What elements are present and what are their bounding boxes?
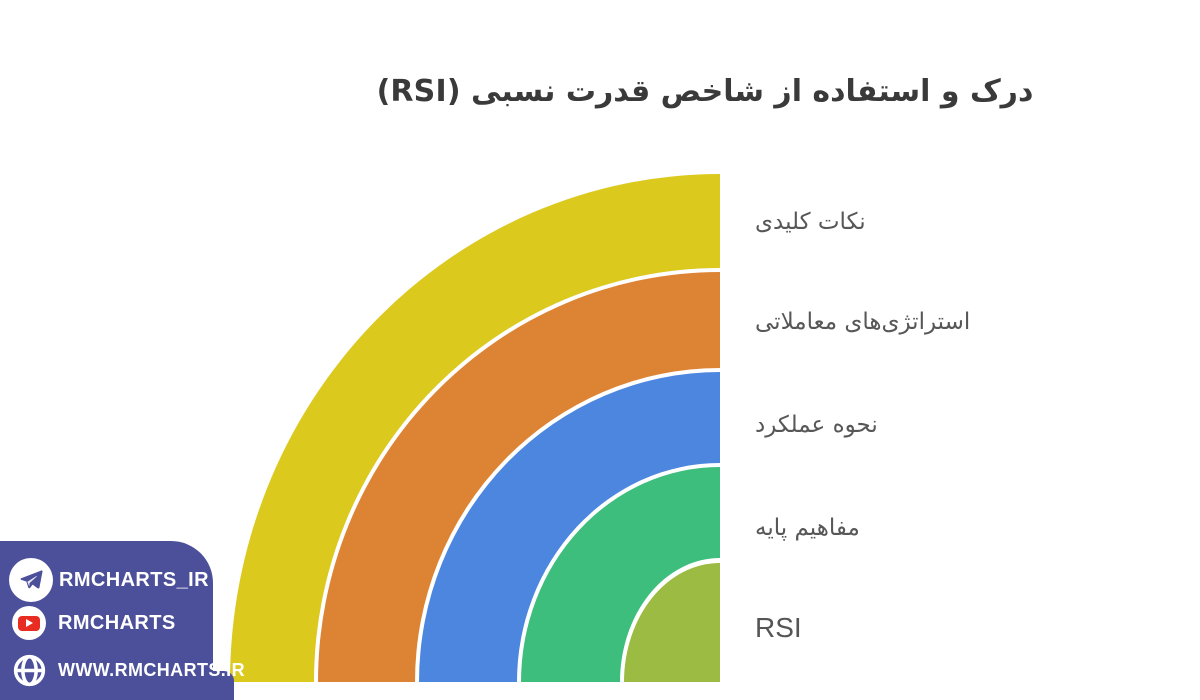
telegram-link[interactable]: RMCHARTS_IR [9,558,209,602]
youtube-handle: RMCHARTS [58,611,176,634]
telegram-icon [9,558,53,602]
layer-label-trading-strategies: استراتژی‌های معاملاتی [755,309,971,335]
layer-label-rsi: RSI [755,612,802,643]
layer-label-how-it-works: نحوه عملکرد [755,412,878,438]
telegram-handle: RMCHARTS_IR [59,568,209,591]
globe-icon [13,654,46,687]
ring-2 [318,272,720,682]
youtube-link[interactable]: RMCHARTS [12,606,176,640]
ring-innermost [624,563,720,682]
ring-4 [521,467,720,682]
page-title: درک و استفاده از شاخص قدرت نسبی (RSI) [376,74,1034,109]
ring-3 [419,372,720,682]
website-url: WWW.RMCHARTS.IR [58,660,245,680]
youtube-icon [12,606,46,640]
layer-label-key-points: نکات کلیدی [755,209,866,235]
play-triangle-icon [26,619,33,627]
ring-outermost [230,174,720,682]
footer-banner-extension [0,671,234,700]
youtube-play-badge [18,615,40,631]
website-link[interactable]: WWW.RMCHARTS.IR [11,652,245,689]
layer-label-basic-concepts: مفاهیم پایه [755,515,860,541]
